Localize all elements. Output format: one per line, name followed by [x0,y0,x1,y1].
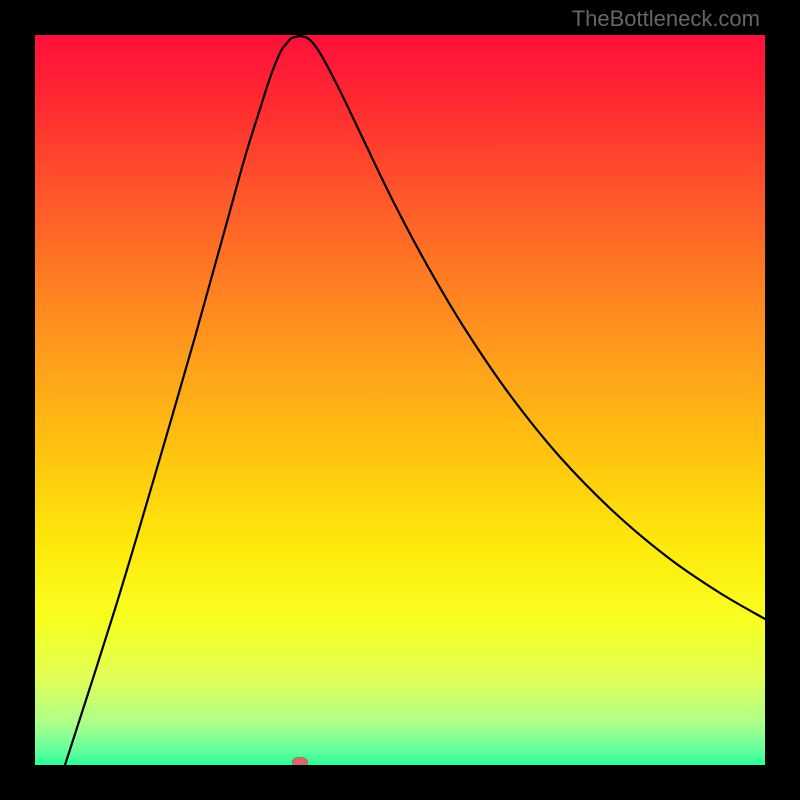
chart-frame [35,35,765,765]
chart-curve [35,35,765,765]
watermark-text: TheBottleneck.com [572,6,760,32]
minimum-marker [292,757,308,765]
